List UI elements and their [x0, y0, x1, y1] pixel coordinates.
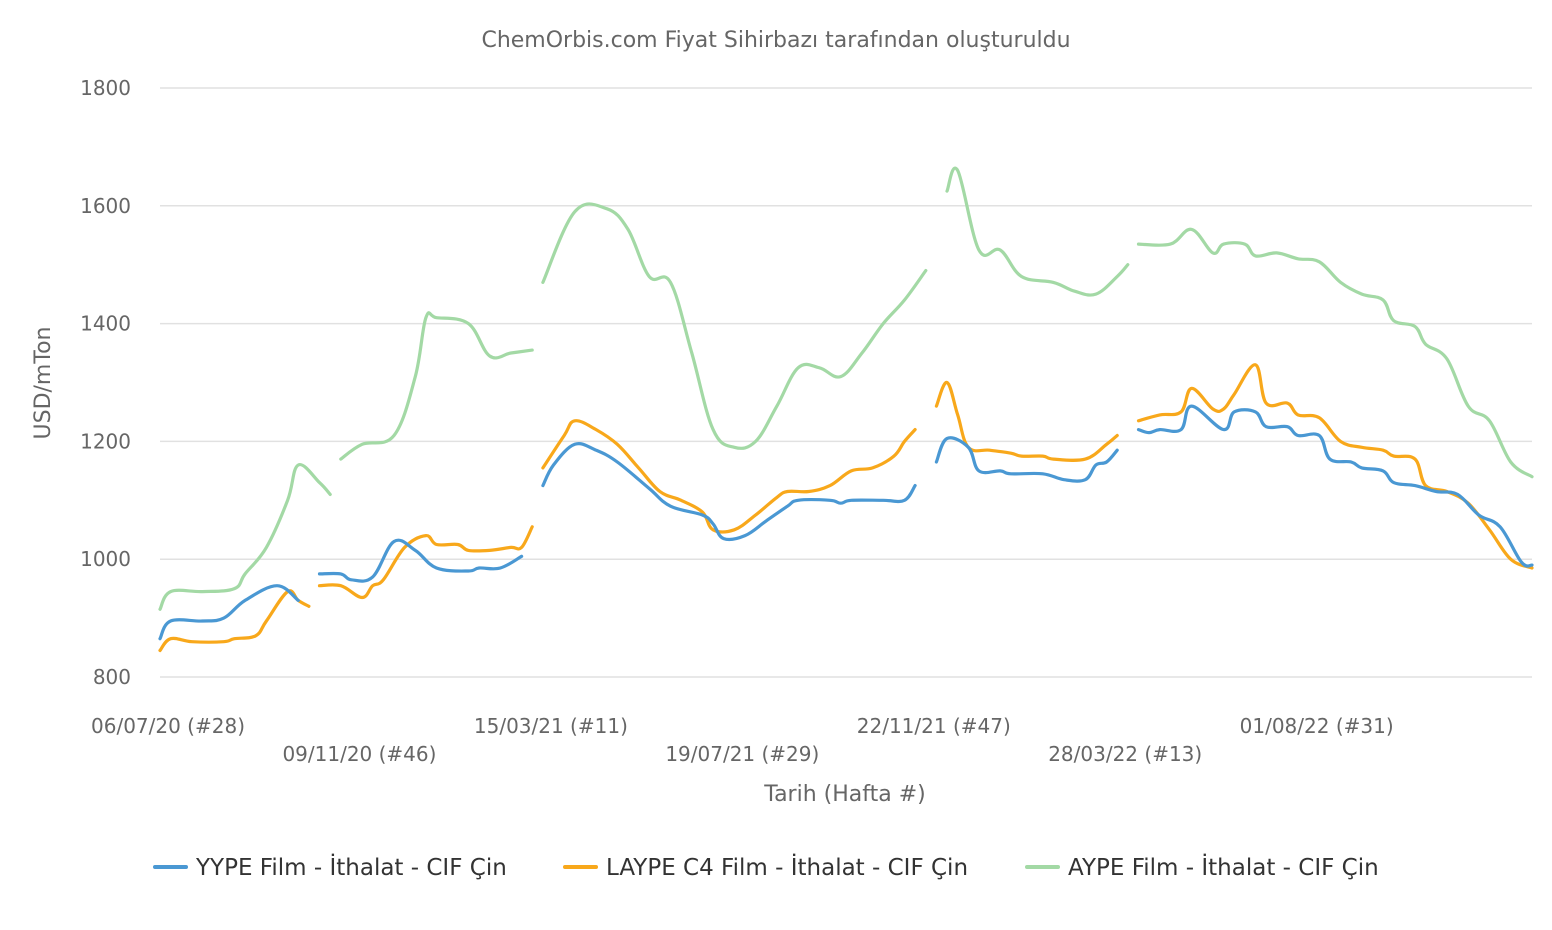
series-1-line-segment-5: [1136, 404, 1534, 568]
series-1-line-segment-2: [317, 538, 524, 583]
x-tick-label: 01/08/22 (#31): [1240, 714, 1394, 738]
series-3-line-segment-2: [339, 311, 534, 461]
series-2-line-segment-4: [934, 380, 1119, 462]
y-axis-label: USD/mTon: [31, 327, 56, 440]
x-axis-label: Tarih (Hafta #): [763, 782, 925, 807]
legend-label: LAYPE C4 Film - İthalat - CIF Çin: [606, 853, 968, 881]
x-axis-ticks: 06/07/20 (#28) 09/11/20 (#46) 15/03/21 (#1…: [91, 714, 1394, 766]
y-tick-label: 1400: [80, 312, 131, 336]
series-2-line-segment-1: [158, 589, 311, 653]
series-3: [158, 166, 1534, 611]
series-3-line-segment-1: [158, 463, 332, 611]
x-tick-label: 06/07/20 (#28): [91, 714, 245, 738]
gridlines: [160, 87, 1532, 678]
series-2-line-segment-2: [317, 525, 534, 600]
y-tick-label: 1200: [80, 429, 131, 453]
x-tick-label: 15/03/21 (#11): [474, 714, 628, 738]
series-2-line-segment-5: [1136, 363, 1534, 570]
x-tick-label: 28/03/22 (#13): [1048, 742, 1202, 766]
y-tick-label: 1800: [80, 76, 131, 100]
series-1: [158, 404, 1534, 641]
series-2-line-segment-3: [541, 419, 917, 534]
series-1-line-segment-4: [934, 436, 1119, 483]
series-2: [158, 363, 1534, 653]
chart-title: ChemOrbis.com Fiyat Sihirbazı tarafından…: [481, 28, 1070, 53]
series-3-line-segment-4: [945, 166, 1130, 297]
x-tick-label: 22/11/21 (#47): [857, 714, 1011, 738]
legend-label: YYPE Film - İthalat - CIF Çin: [195, 853, 507, 881]
legend: YYPE Film - İthalat - CIF Çin LAYPE C4 Fi…: [153, 853, 1379, 881]
y-tick-label: 800: [93, 665, 131, 689]
y-tick-label: 1000: [80, 547, 131, 571]
series-3-line-segment-3: [541, 202, 928, 450]
series-1-line-segment-1: [158, 584, 300, 641]
legend-item-3[interactable]: AYPE Film - İthalat - CIF Çin: [1025, 853, 1379, 881]
series-1-line-segment-3: [541, 442, 917, 542]
series-lines: [158, 166, 1534, 653]
legend-item-1[interactable]: YYPE Film - İthalat - CIF Çin: [153, 853, 507, 881]
y-tick-label: 1600: [80, 194, 131, 218]
y-axis-ticks: 800 1000 1200 1400 1600 1800: [80, 76, 131, 689]
series-3-line-segment-5: [1136, 227, 1534, 479]
legend-item-2[interactable]: LAYPE C4 Film - İthalat - CIF Çin: [563, 853, 968, 881]
legend-label: AYPE Film - İthalat - CIF Çin: [1068, 853, 1379, 881]
x-tick-label: 09/11/20 (#46): [282, 742, 436, 766]
x-tick-label: 19/07/21 (#29): [665, 742, 819, 766]
